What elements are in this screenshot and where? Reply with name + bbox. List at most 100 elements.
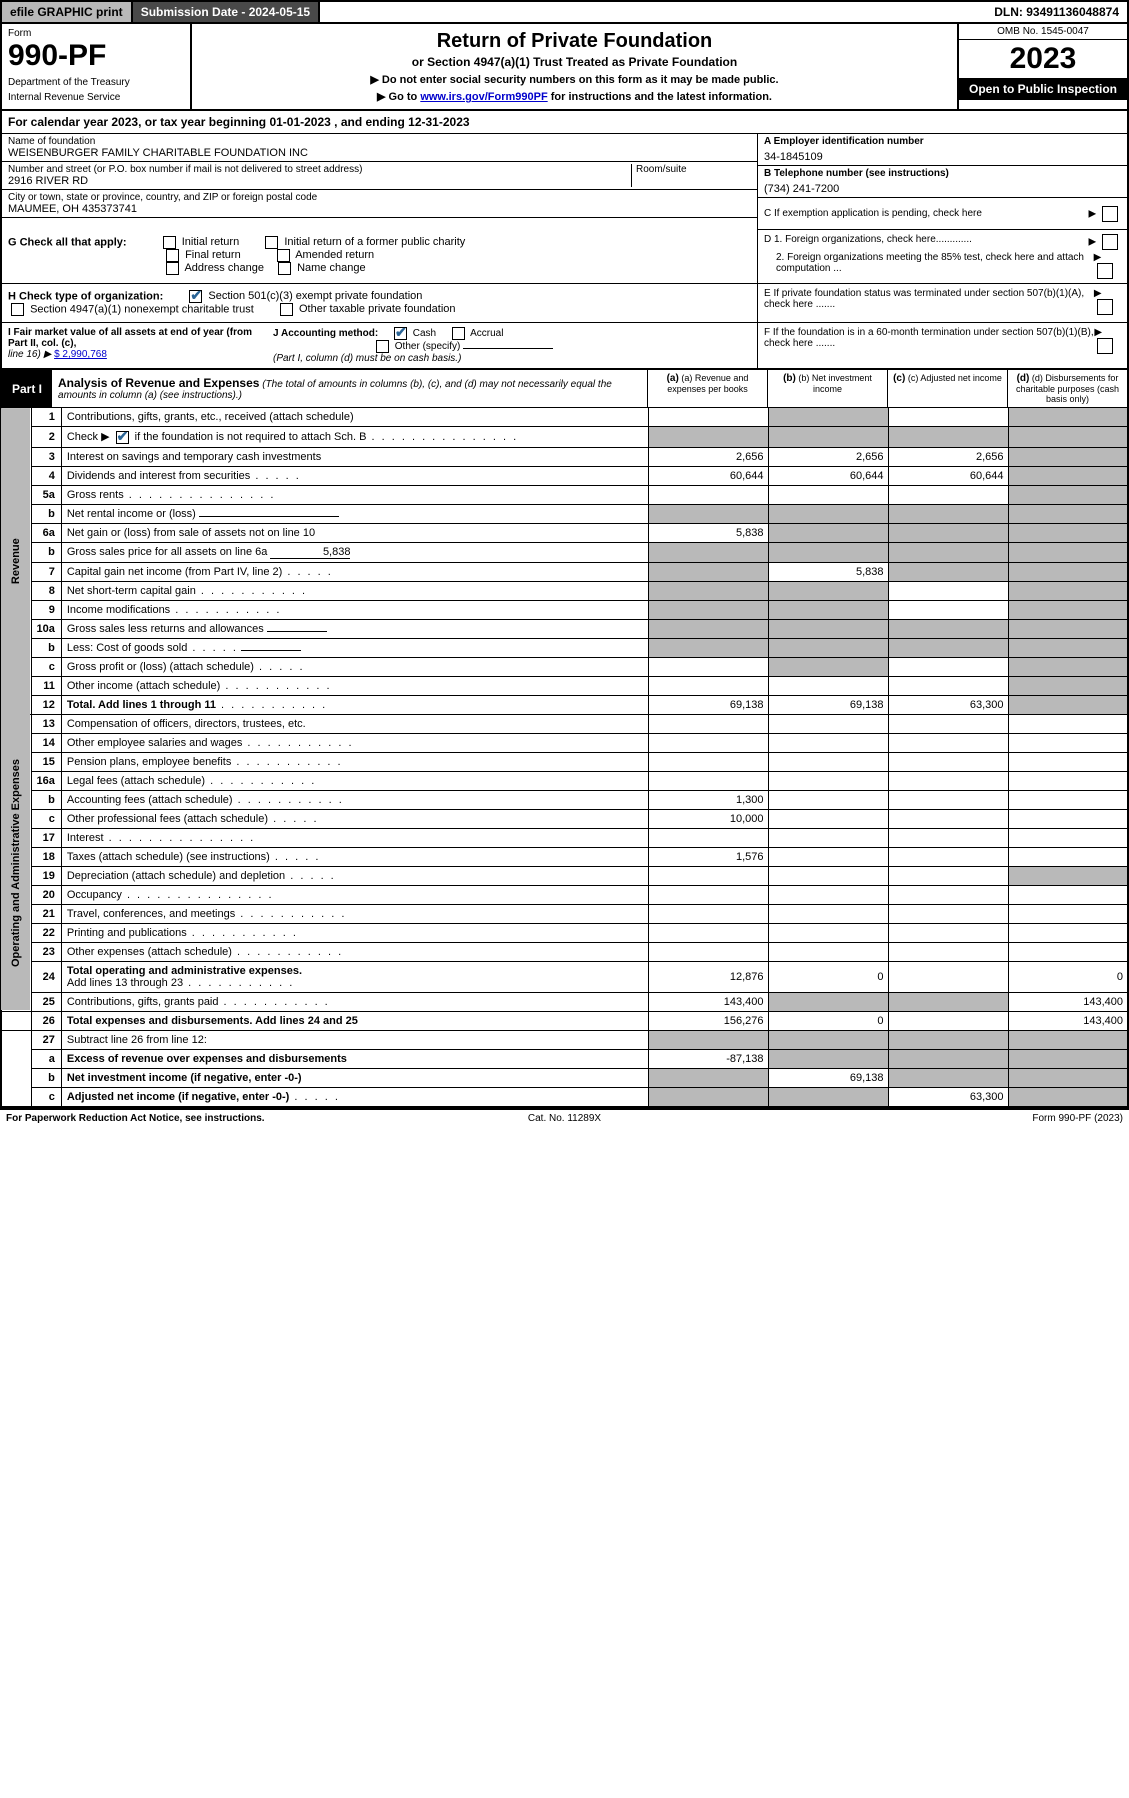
col-c-header: (c) (c) Adjusted net income	[887, 370, 1007, 407]
table-row: 20Occupancy	[1, 885, 1128, 904]
h-checks: H Check type of organization: Section 50…	[2, 284, 757, 322]
name-label: Name of foundation	[8, 136, 751, 147]
d1-label: D 1. Foreign organizations, check here..…	[764, 234, 972, 250]
table-row: 5aGross rents	[1, 485, 1128, 504]
form-number: 990-PF	[8, 39, 184, 73]
j-accrual-checkbox[interactable]	[452, 327, 465, 340]
room-label: Room/suite	[636, 164, 751, 175]
foundation-info: Name of foundation WEISENBURGER FAMILY C…	[0, 134, 1129, 230]
table-row: 17Interest	[1, 828, 1128, 847]
table-row: 11Other income (attach schedule)	[1, 676, 1128, 695]
name-change-checkbox[interactable]	[278, 262, 291, 275]
fmv-value[interactable]: $ 2,990,768	[54, 349, 107, 360]
col-b-header: (b) (b) Net investment income	[767, 370, 887, 407]
calendar-year-line: For calendar year 2023, or tax year begi…	[0, 111, 1129, 134]
omb-number: OMB No. 1545-0047	[959, 24, 1127, 40]
footer-formref: Form 990-PF (2023)	[751, 1113, 1123, 1124]
dept-label: Department of the Treasury	[8, 77, 184, 88]
table-row: 12Total. Add lines 1 through 1169,13869,…	[1, 695, 1128, 714]
j-note: (Part I, column (d) must be on cash basi…	[273, 353, 461, 364]
table-row: 25Contributions, gifts, grants paid143,4…	[1, 992, 1128, 1011]
part1-table: Revenue 1Contributions, gifts, grants, e…	[0, 408, 1129, 1108]
table-row: aExcess of revenue over expenses and dis…	[1, 1049, 1128, 1068]
table-row: 6aNet gain or (loss) from sale of assets…	[1, 523, 1128, 542]
table-row: bNet rental income or (loss)	[1, 504, 1128, 523]
ein-value: 34-1845109	[764, 151, 1121, 163]
irs-label: Internal Revenue Service	[8, 92, 184, 103]
table-row: 4Dividends and interest from securities6…	[1, 466, 1128, 485]
h-label: H Check type of organization:	[8, 290, 163, 302]
j-other-checkbox[interactable]	[376, 340, 389, 353]
form-header: Form 990-PF Department of the Treasury I…	[0, 24, 1129, 111]
footer-left: For Paperwork Reduction Act Notice, see …	[6, 1113, 378, 1124]
table-row: cOther professional fees (attach schedul…	[1, 809, 1128, 828]
table-row: 2Check ▶ if the foundation is not requir…	[1, 427, 1128, 448]
h-501c3-checkbox[interactable]	[189, 290, 202, 303]
h-4947-checkbox[interactable]	[11, 303, 24, 316]
tax-year: 2023	[959, 40, 1127, 78]
foundation-city: MAUMEE, OH 435373741	[8, 203, 751, 215]
i-label: I Fair market value of all assets at end…	[8, 327, 252, 349]
table-row: 23Other expenses (attach schedule)	[1, 942, 1128, 961]
table-row: 10aGross sales less returns and allowanc…	[1, 619, 1128, 638]
d2-label: 2. Foreign organizations meeting the 85%…	[764, 252, 1094, 279]
form-subtitle: or Section 4947(a)(1) Trust Treated as P…	[198, 55, 951, 69]
footer-catno: Cat. No. 11289X	[378, 1113, 750, 1124]
form-note2: ▶ Go to www.irs.gov/Form990PF for instru…	[198, 90, 951, 103]
dln-label: DLN: 93491136048874	[986, 2, 1127, 22]
table-row: 16aLegal fees (attach schedule)	[1, 771, 1128, 790]
amended-return-checkbox[interactable]	[277, 249, 290, 262]
d1-checkbox[interactable]	[1102, 234, 1118, 250]
final-return-checkbox[interactable]	[166, 249, 179, 262]
table-row: bNet investment income (if negative, ent…	[1, 1068, 1128, 1087]
table-row: 21Travel, conferences, and meetings	[1, 904, 1128, 923]
ein-label: A Employer identification number	[764, 136, 924, 147]
j-label: J Accounting method:	[273, 328, 378, 339]
tel-label: B Telephone number (see instructions)	[764, 168, 949, 179]
part1-header: Part I Analysis of Revenue and Expenses …	[0, 370, 1129, 408]
table-row: Revenue 1Contributions, gifts, grants, e…	[1, 408, 1128, 427]
submission-date-button[interactable]: Submission Date - 2024-05-15	[133, 2, 320, 22]
table-row: 3Interest on savings and temporary cash …	[1, 447, 1128, 466]
form-note1: ▶ Do not enter social security numbers o…	[198, 73, 951, 86]
g-label: G Check all that apply:	[8, 236, 127, 248]
table-row: bGross sales price for all assets on lin…	[1, 542, 1128, 562]
initial-return-checkbox[interactable]	[163, 236, 176, 249]
address-change-checkbox[interactable]	[166, 262, 179, 275]
f-label: F If the foundation is in a 60-month ter…	[764, 327, 1094, 354]
f-checkbox[interactable]	[1097, 338, 1113, 354]
expenses-side-label: Operating and Administrative Expenses	[1, 714, 31, 1011]
table-row: 14Other employee salaries and wages	[1, 733, 1128, 752]
table-row: cAdjusted net income (if negative, enter…	[1, 1087, 1128, 1107]
top-toolbar: efile GRAPHIC print Submission Date - 20…	[0, 0, 1129, 24]
irs-link[interactable]: www.irs.gov/Form990PF	[420, 91, 547, 103]
table-row: 15Pension plans, employee benefits	[1, 752, 1128, 771]
j-cash-checkbox[interactable]	[394, 327, 407, 340]
table-row: 26Total expenses and disbursements. Add …	[1, 1011, 1128, 1030]
g-checks: G Check all that apply: Initial return I…	[2, 230, 757, 283]
city-label: City or town, state or province, country…	[8, 192, 751, 203]
d2-checkbox[interactable]	[1097, 263, 1113, 279]
schb-checkbox[interactable]	[116, 431, 129, 444]
table-row: bAccounting fees (attach schedule)1,300	[1, 790, 1128, 809]
table-row: 8Net short-term capital gain	[1, 581, 1128, 600]
initial-former-checkbox[interactable]	[265, 236, 278, 249]
form-word: Form	[8, 28, 184, 39]
table-row: bLess: Cost of goods sold	[1, 638, 1128, 657]
table-row: 22Printing and publications	[1, 923, 1128, 942]
efile-print-button[interactable]: efile GRAPHIC print	[2, 2, 133, 22]
tel-value: (734) 241-7200	[764, 183, 1121, 195]
c-label: C If exemption application is pending, c…	[764, 208, 982, 219]
table-row: cGross profit or (loss) (attach schedule…	[1, 657, 1128, 676]
part1-label: Part I	[2, 370, 52, 407]
revenue-side-label: Revenue	[1, 408, 31, 714]
table-row: 24Total operating and administrative exp…	[1, 961, 1128, 992]
page-footer: For Paperwork Reduction Act Notice, see …	[0, 1108, 1129, 1127]
c-checkbox[interactable]	[1102, 206, 1118, 222]
table-row: Operating and Administrative Expenses 13…	[1, 714, 1128, 733]
e-checkbox[interactable]	[1097, 299, 1113, 315]
h-other-checkbox[interactable]	[280, 303, 293, 316]
table-row: 18Taxes (attach schedule) (see instructi…	[1, 847, 1128, 866]
table-row: 9Income modifications	[1, 600, 1128, 619]
open-inspection-label: Open to Public Inspection	[959, 78, 1127, 100]
